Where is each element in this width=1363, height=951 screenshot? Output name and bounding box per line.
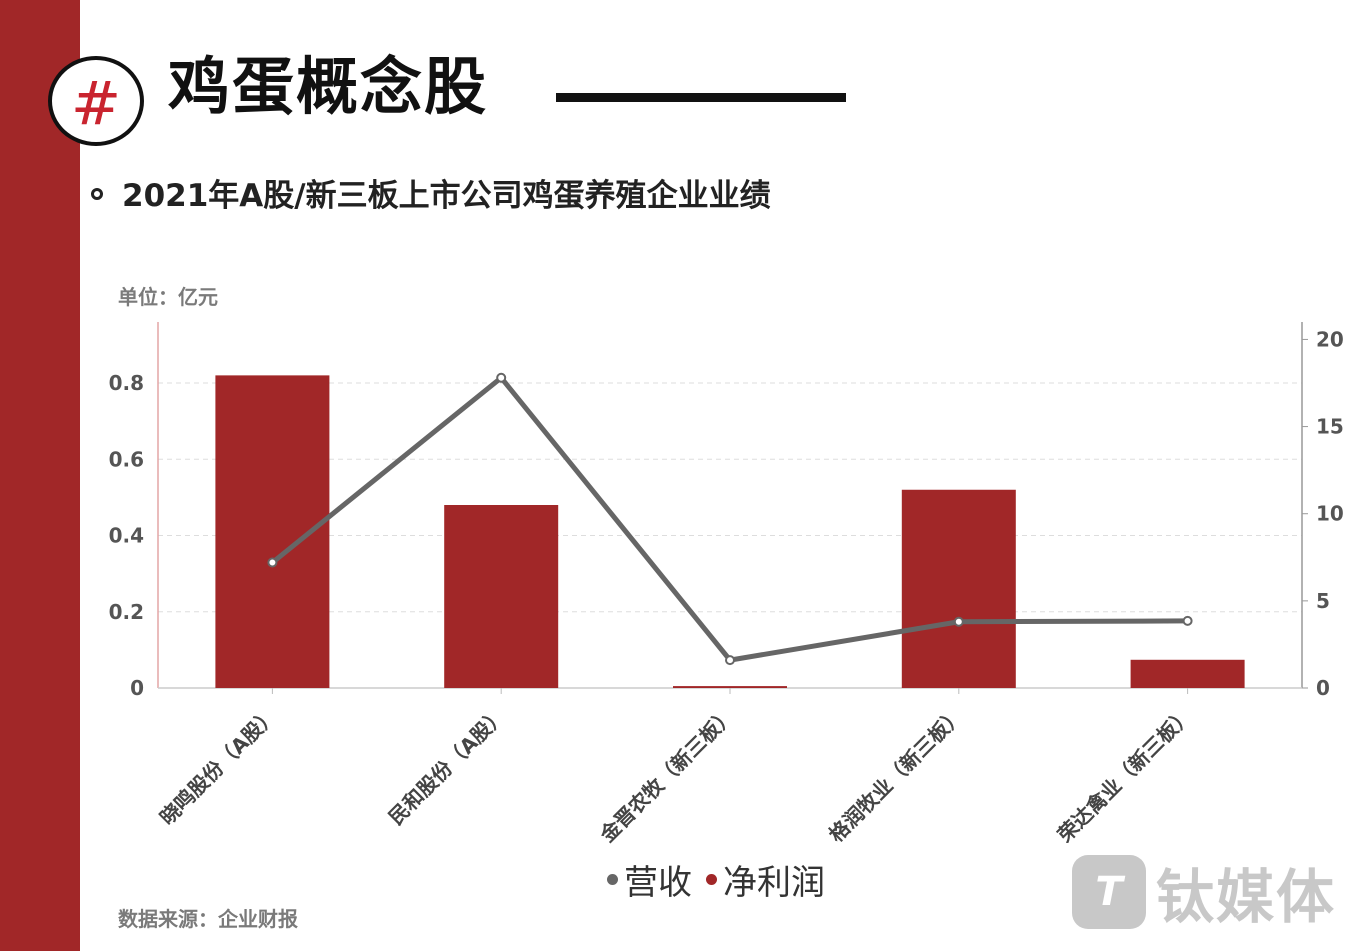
- data-source-note: 数据来源：企业财报: [118, 907, 298, 931]
- right-axis-tick-label: 10: [1316, 502, 1344, 526]
- right-axis-tick-label: 15: [1316, 415, 1344, 439]
- brand-logo: T 钛媒体: [1072, 850, 1336, 934]
- x-axis-category-label: 格润牧业（新三板）: [824, 703, 968, 847]
- point-revenue: [496, 372, 507, 383]
- hash-symbol: #: [70, 69, 122, 139]
- sidebar-accent: [0, 0, 80, 951]
- left-axis-tick-label: 0.2: [109, 600, 144, 624]
- line-revenue: [269, 375, 1191, 663]
- logo-mark-letter: T: [1095, 869, 1123, 915]
- x-axis-category-label: 民和股份（A股）: [384, 703, 511, 830]
- legend-label-revenue: 营收: [624, 863, 692, 903]
- bar-net-profit: [444, 505, 559, 688]
- bullet-circle-icon: [91, 188, 103, 200]
- left-axis-tick-label: 0.4: [109, 524, 144, 548]
- legend-marker-net-profit: [706, 874, 717, 885]
- legend-item-revenue: 营收: [607, 855, 692, 904]
- point-revenue: [1182, 615, 1193, 626]
- bar-net-profit: [673, 686, 787, 688]
- chart-legend: 营收 净利润: [607, 855, 839, 904]
- right-axis-tick-label: 20: [1316, 327, 1344, 351]
- point-revenue: [725, 655, 735, 666]
- right-axis-tick-label: 0: [1316, 676, 1330, 700]
- bar-net-profit: [1130, 659, 1245, 688]
- hash-badge-icon: #: [48, 56, 144, 146]
- left-axis-tick-label: 0.8: [109, 371, 144, 395]
- x-axis-category-label: 晓鸣股份（A股）: [155, 703, 282, 830]
- title-rule: [556, 93, 846, 102]
- x-axis-category-label: 荣达禽业（新三板）: [1052, 703, 1197, 848]
- point-revenue: [953, 616, 964, 627]
- unit-label: 单位：亿元: [118, 285, 218, 309]
- left-axis-tick-label: 0: [130, 676, 144, 700]
- legend-label-net-profit: 净利润: [723, 863, 825, 903]
- point-revenue: [267, 557, 278, 568]
- logo-mark-icon: T: [1072, 855, 1146, 929]
- chart-subtitle: 2021年A股/新三板上市公司鸡蛋养殖企业业绩: [122, 178, 771, 214]
- legend-marker-revenue: [607, 874, 618, 885]
- x-axis-category-label: 金晋农牧（新三板）: [595, 703, 740, 848]
- page-title: 鸡蛋概念股: [168, 50, 489, 123]
- left-axis-tick-label: 0.6: [109, 447, 144, 471]
- right-axis-tick-label: 5: [1316, 589, 1330, 613]
- logo-text: 钛媒体: [1156, 863, 1337, 931]
- legend-item-net-profit: 净利润: [706, 855, 825, 904]
- bar-net-profit: [901, 489, 1016, 688]
